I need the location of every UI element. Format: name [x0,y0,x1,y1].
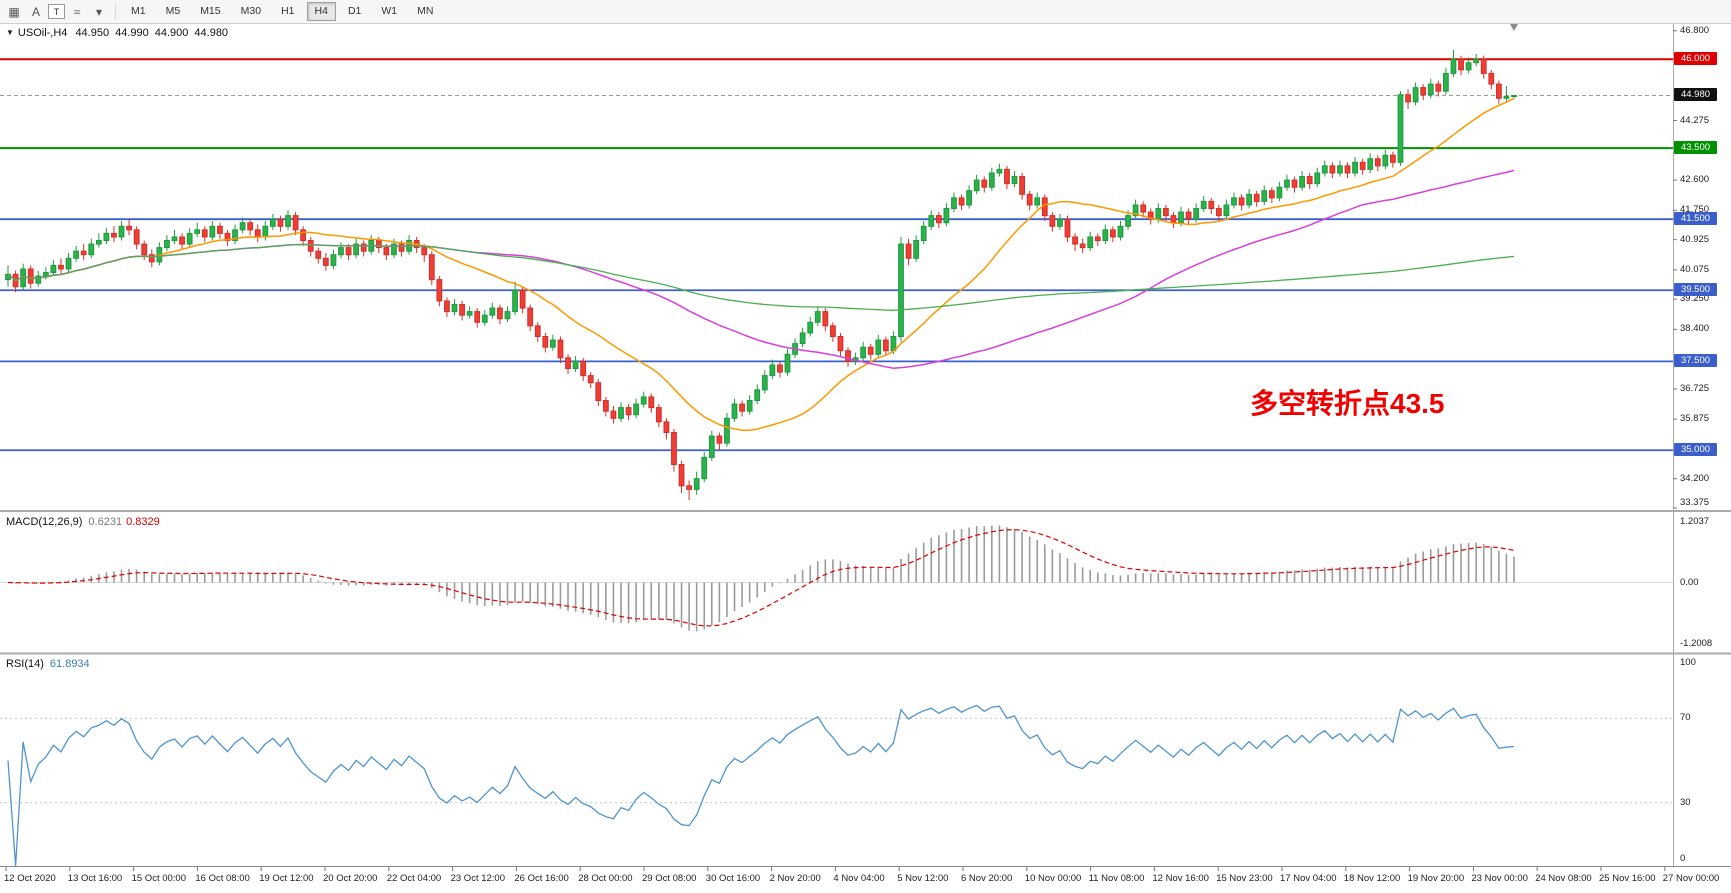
rsi-name: RSI(14) [6,658,44,670]
timeframe-button-m1[interactable]: M1 [131,5,146,17]
timeframe-button-m15[interactable]: M15 [200,5,221,17]
rsi-line [7,704,1515,867]
chart-annotation-text[interactable]: 多空转折点43.5 [1250,388,1445,419]
indicator-lines-icon[interactable]: ≈ [73,4,81,19]
text-label-tool-icon[interactable]: T [48,4,65,19]
macd-name: MACD(12,26,9) [6,516,83,528]
arrow-tool-icon[interactable]: A [31,4,40,19]
timeframes-group: M1 M5 M15 M30 H1 H4 D1 W1 MN [122,2,442,21]
candles-layer [5,49,1517,501]
chart-shift-marker[interactable] [1510,24,1518,31]
rsi-value: 61.8934 [49,658,90,670]
rsi-pane[interactable] [0,704,1673,867]
timeframe-button-d1[interactable]: D1 [347,5,362,17]
tools-dropdown-icon[interactable]: ▾ [95,4,103,19]
collapse-triangle-icon[interactable]: ▼ [6,28,14,37]
macd-indicator-label: MACD(12,26,9) 0.6231 0.8329 [6,516,160,528]
ma-line-62 [7,169,1515,369]
symbol-label: USOil-,H4 [17,27,68,39]
timeframe-button-m30[interactable]: M30 [240,5,262,17]
toolbar-separator [115,3,116,20]
rsi-indicator-label: RSI(14) 61.8934 [6,658,90,670]
macd-signal-line [7,529,1515,627]
ohlc-close: 44.980 [194,27,229,39]
chart-header: ▼ USOil-,H4 44.950 44.990 44.900 44.980 [6,27,234,39]
drawing-tools-group: ▦ A T ≈ ▾ [4,3,109,21]
macd-signal-value: 0.8329 [126,516,160,528]
main-toolbar: ▦ A T ≈ ▾ M1 M5 M15 M30 H1 H4 D1 W1 MN [0,0,1731,24]
timeframe-button-mn[interactable]: MN [417,5,434,17]
moving-averages [7,97,1515,431]
ma-line-20 [7,97,1515,431]
ohlc-open: 44.950 [75,27,110,39]
chart-grid-icon[interactable]: ▦ [8,4,20,19]
frame-lines [0,23,1731,871]
macd-main-value: 0.6231 [88,516,123,528]
ohlc-high: 44.990 [115,27,149,39]
timeframe-button-m5[interactable]: M5 [165,5,181,17]
timeframe-button-h4[interactable]: H4 [306,2,336,21]
ohlc-low: 44.900 [154,27,189,39]
timeframe-button-h1[interactable]: H1 [281,5,295,17]
macd-pane[interactable] [0,525,1673,632]
timeframe-button-w1[interactable]: W1 [381,5,398,17]
ma-line-200 [7,243,1515,311]
